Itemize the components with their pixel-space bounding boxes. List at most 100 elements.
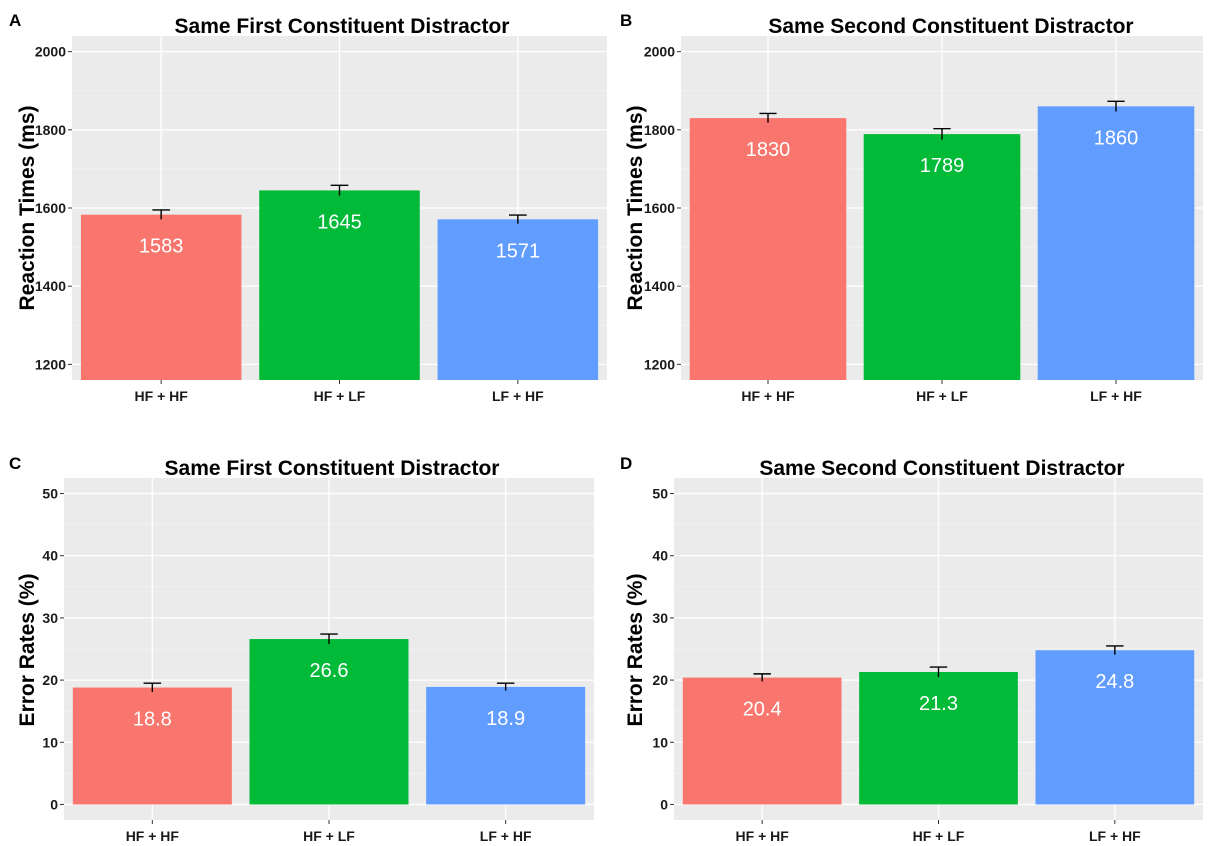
value-label: 1830: [746, 139, 791, 161]
panel-tag: B: [620, 11, 632, 30]
y-ticks: 0 10 20 30 40 50: [652, 486, 674, 812]
y-ticks: 1200 1400 1600 1800 2000: [35, 44, 72, 372]
panel-c: 18.8 26.6 18.9 0 10 20 30 40 50 HF + HF HF + LF L…: [9, 454, 594, 844]
y-axis-title: Error Rates (%): [624, 574, 647, 727]
y-tick-label: 0: [660, 796, 668, 812]
plot-title: Same First Constituent Distractor: [165, 457, 500, 480]
y-tick-label: 1600: [35, 200, 66, 216]
x-tick-label: HF + HF: [736, 828, 790, 844]
value-label: 26.6: [310, 660, 349, 682]
y-tick-label: 1200: [644, 356, 675, 372]
value-label: 1860: [1094, 127, 1139, 149]
y-tick-label: 1200: [35, 356, 66, 372]
y-tick-label: 30: [652, 610, 668, 626]
error-bar: [1107, 100, 1125, 112]
value-label: 1789: [920, 155, 965, 177]
x-tick-label: HF + HF: [126, 828, 180, 844]
x-tick-label: LF + HF: [1089, 828, 1141, 844]
error-bar: [933, 127, 951, 140]
x-tick-label: LF + HF: [1090, 388, 1142, 404]
value-labels: 18.8 26.6 18.9: [133, 660, 525, 731]
panel-d: 20.4 21.3 24.8 0 10 20 30 40 50 HF + HF HF + LF L…: [620, 454, 1203, 844]
error-bars: [152, 184, 527, 224]
y-tick-label: 1800: [35, 122, 66, 138]
bar: [859, 672, 1018, 805]
y-tick-label: 10: [42, 734, 58, 750]
bar: [689, 118, 847, 380]
panel-a: 1583 1645 1571 1200 1400 1600 1800 2000 HF + H…: [9, 11, 607, 404]
y-tick-label: 1800: [644, 122, 675, 138]
x-tick-label: HF + LF: [913, 828, 965, 844]
value-label: 1571: [496, 240, 541, 262]
value-label: 18.9: [486, 708, 525, 730]
value-label: 1583: [139, 236, 184, 258]
panel-tag: C: [9, 454, 21, 473]
bar: [437, 219, 599, 380]
bar: [259, 190, 420, 380]
value-label: 18.8: [133, 709, 172, 731]
bar: [72, 687, 232, 805]
bar: [249, 639, 409, 805]
panel-tag: D: [620, 454, 632, 473]
y-tick-label: 40: [42, 548, 58, 564]
value-label: 20.4: [743, 699, 782, 721]
value-label: 1645: [317, 211, 362, 233]
x-tick-label: HF + HF: [135, 388, 189, 404]
error-bars: [753, 645, 1124, 682]
error-bar: [330, 184, 349, 196]
value-labels: 1583 1645 1571: [139, 211, 540, 262]
error-bar: [929, 666, 948, 677]
x-ticks: HF + HF HF + LF LF + HF: [135, 380, 544, 404]
y-axis-title: Error Rates (%): [16, 574, 39, 727]
plot-title: Same Second Constituent Distractor: [759, 457, 1124, 480]
bars: [682, 650, 1195, 805]
bar: [682, 677, 842, 805]
error-bar: [759, 112, 777, 123]
error-bar: [143, 682, 162, 692]
plot-title: Same Second Constituent Distractor: [768, 15, 1133, 38]
error-bar: [1106, 645, 1124, 655]
y-tick-label: 20: [42, 672, 58, 688]
panel-b: 1830 1789 1860 1200 1400 1600 1800 2000 HF + H…: [620, 11, 1203, 404]
y-tick-label: 0: [50, 796, 58, 812]
x-tick-label: HF + LF: [916, 388, 968, 404]
value-label: 21.3: [919, 693, 958, 715]
y-tick-label: 40: [652, 548, 668, 564]
y-ticks: 1200 1400 1600 1800 2000: [644, 44, 681, 372]
x-tick-label: HF + HF: [741, 388, 795, 404]
y-axis-title: Reaction Times (ms): [16, 105, 39, 310]
bar: [1037, 106, 1195, 380]
y-tick-label: 2000: [644, 44, 675, 60]
y-tick-label: 20: [652, 672, 668, 688]
bars: [72, 639, 586, 805]
value-labels: 1830 1789 1860: [746, 127, 1139, 177]
bars: [689, 106, 1195, 380]
y-tick-label: 1600: [644, 200, 675, 216]
y-ticks: 0 10 20 30 40 50: [42, 486, 64, 812]
plot-title: Same First Constituent Distractor: [175, 15, 510, 38]
bar: [426, 686, 586, 805]
y-tick-label: 1400: [644, 278, 675, 294]
x-ticks: HF + HF HF + LF LF + HF: [741, 380, 1142, 404]
y-tick-label: 30: [42, 610, 58, 626]
bars: [80, 190, 599, 380]
error-bar: [320, 633, 338, 645]
error-bars: [759, 100, 1125, 140]
x-tick-label: LF + HF: [492, 388, 544, 404]
error-bar: [152, 209, 170, 220]
x-tick-label: HF + LF: [303, 828, 355, 844]
error-bar: [496, 682, 515, 691]
bar: [863, 134, 1021, 380]
bar: [80, 214, 242, 380]
y-tick-label: 2000: [35, 44, 66, 60]
error-bar: [509, 214, 527, 224]
value-label: 24.8: [1095, 671, 1134, 693]
x-ticks: HF + HF HF + LF LF + HF: [126, 820, 532, 844]
error-bar: [753, 673, 771, 682]
value-labels: 20.4 21.3 24.8: [743, 671, 1135, 720]
y-tick-label: 10: [652, 734, 668, 750]
y-tick-label: 50: [652, 486, 668, 502]
panel-tag: A: [9, 11, 21, 30]
x-tick-label: LF + HF: [480, 828, 532, 844]
